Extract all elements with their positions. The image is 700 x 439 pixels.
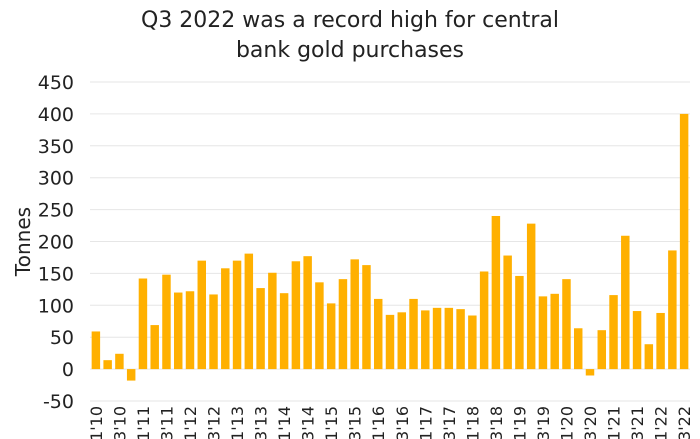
bar	[491, 215, 501, 370]
x-tick-label: Q1'18	[463, 406, 482, 439]
x-tick-label: Q1'22	[652, 406, 671, 439]
bar	[444, 307, 454, 370]
bar	[256, 288, 265, 370]
bar	[409, 298, 418, 370]
bar	[656, 312, 665, 370]
bar	[374, 298, 383, 370]
bar	[174, 292, 183, 370]
bar	[421, 310, 430, 370]
x-tick-label: Q1'12	[181, 406, 200, 439]
bar	[503, 255, 512, 370]
x-tick-label: Q3'21	[628, 406, 647, 439]
bar	[232, 260, 242, 370]
x-tick-label: Q1'16	[369, 406, 388, 439]
x-tick-label: Q1'21	[605, 406, 624, 439]
x-tick-label: Q3'14	[299, 406, 318, 439]
x-tick-label: Q1'20	[557, 406, 576, 439]
bar	[291, 261, 301, 370]
bar	[644, 344, 654, 370]
y-tick-label: 100	[38, 295, 74, 317]
x-tick-label: Q1'13	[228, 406, 247, 439]
x-tick-label: Q3'10	[110, 406, 129, 439]
x-tick-label: Q1'15	[322, 406, 341, 439]
y-tick-label: 250	[38, 200, 74, 222]
bar	[91, 331, 101, 370]
x-tick-label: Q1'17	[416, 406, 435, 439]
bar	[162, 274, 171, 370]
x-tick-label: Q1'11	[134, 406, 153, 439]
bar	[126, 369, 136, 381]
bar	[350, 259, 359, 370]
bar	[668, 250, 677, 370]
y-tick-label: 400	[38, 104, 74, 126]
x-tick-label: Q3'12	[205, 406, 224, 439]
bar	[115, 353, 124, 370]
bar	[609, 295, 618, 370]
bar	[303, 256, 312, 370]
bar	[197, 260, 206, 370]
bar	[632, 311, 642, 370]
x-tick-label: Q1'10	[87, 406, 106, 439]
bar	[326, 303, 336, 370]
x-tick-label: Q3'22	[675, 406, 694, 439]
x-tick-label: Q3'18	[487, 406, 506, 439]
bar	[103, 360, 112, 370]
chart-title: Q3 2022 was a record high for central ba…	[141, 8, 559, 63]
x-tick-label: Q3'19	[534, 406, 553, 439]
bar	[338, 279, 348, 370]
bar	[585, 369, 595, 376]
bar	[221, 268, 230, 370]
bar	[432, 307, 442, 370]
x-tick-label: Q3'16	[393, 406, 412, 439]
bar	[150, 325, 159, 370]
x-tick-label: Q3'13	[252, 406, 271, 439]
bar	[315, 282, 324, 370]
y-tick-label: 0	[62, 359, 74, 381]
bar	[244, 253, 254, 370]
x-tick-label: Q3'20	[581, 406, 600, 439]
bar	[209, 294, 218, 370]
bar	[515, 275, 524, 370]
y-tick-label: 350	[38, 136, 74, 158]
y-axis-label: Tonnes	[11, 207, 35, 277]
bar	[562, 279, 571, 370]
bar	[397, 312, 406, 370]
bar	[479, 271, 489, 370]
x-tick-label: Q3'15	[346, 406, 365, 439]
y-tick-label: 200	[38, 232, 74, 254]
x-tick-label: Q3'17	[440, 406, 459, 439]
bar	[185, 291, 195, 370]
bar	[456, 309, 465, 370]
y-tick-label: 50	[50, 327, 74, 349]
y-tick-label: -50	[43, 391, 74, 413]
x-tick-label: Q1'14	[275, 406, 294, 439]
bar	[526, 223, 536, 370]
x-tick-label: Q3'11	[157, 406, 176, 439]
bar	[385, 314, 395, 370]
bar	[597, 330, 606, 370]
bar	[138, 278, 148, 370]
bar	[550, 293, 559, 370]
bar	[574, 328, 583, 370]
y-tick-label: 450	[38, 72, 74, 94]
bar	[468, 315, 477, 370]
x-tick-label: Q1'19	[510, 406, 529, 439]
bar	[268, 272, 277, 370]
y-tick-label: 300	[38, 168, 74, 190]
bar	[538, 296, 548, 370]
bar	[279, 293, 289, 370]
y-tick-label: 150	[38, 263, 74, 285]
bar	[362, 265, 371, 370]
bar	[621, 235, 630, 370]
bar	[679, 113, 689, 370]
